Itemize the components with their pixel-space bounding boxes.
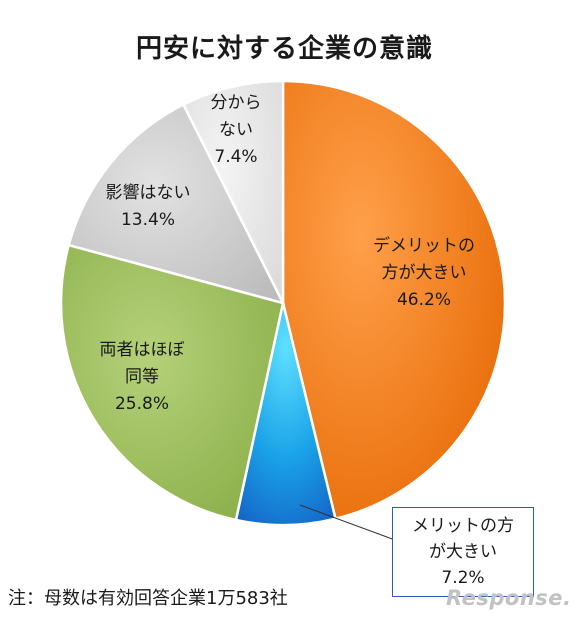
slice-label-demerit: デメリットの 方が大きい 46.2% [360,233,488,314]
slice-no-effect [67,102,286,305]
watermark-logo-text: Response. [446,586,569,610]
chart-title: 円安に対する企業の意識 [135,34,433,64]
slice-label-demerit-value: 46.2% [396,290,451,310]
slice-unknown [181,79,285,304]
slice-label-merit-line-2: が大きい [429,542,497,562]
slice-label-same-line-2: 同等 [125,367,159,387]
footnote: 注：母数は有効回答企業1万583社 [8,588,288,609]
slice-label-demerit-line-2: 方が大きい [381,263,467,283]
slice-label-unknown-line-1: 分から [210,93,262,113]
slice-same [59,243,285,522]
slice-label-demerit-line-1: デメリットの [373,236,475,256]
slice-label-unknown-line-2: ない [219,120,253,140]
slice-label-merit-value: 7.2% [441,568,485,588]
watermark-logo: Response. [446,586,569,610]
slice-label-merit-line-1: メリットの方 [412,516,514,536]
slice-label-no-effect-value: 13.4% [120,210,175,230]
slice-label-same-value: 25.8% [114,394,169,414]
slice-demerit [281,79,507,521]
slice-label-unknown: 分から ない 7.4% [200,90,272,171]
slice-label-unknown-value: 7.4% [214,147,258,167]
slice-label-same: 両者はほぼ 同等 25.8% [82,337,202,418]
callout-leader-line [299,504,396,541]
slice-label-merit-callout: メリットの方 が大きい 7.2% [392,507,534,597]
slice-label-same-line-1: 両者はほぼ [99,340,185,360]
slice-merit [234,302,338,527]
slice-label-no-effect-line-1: 影響はない [105,183,191,203]
slice-label-no-effect: 影響はない 13.4% [90,180,206,234]
